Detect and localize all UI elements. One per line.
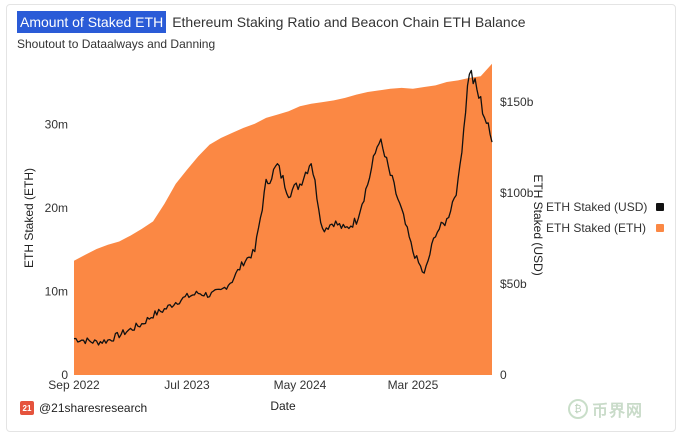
legend-swatch [656, 203, 664, 211]
y-left-tick-label: 30m [45, 118, 68, 132]
title-row: Amount of Staked ETH Ethereum Staking Rat… [17, 11, 526, 33]
x-tick-label: May 2024 [274, 378, 327, 392]
eth-staked-area [74, 63, 492, 375]
brand-handle[interactable]: @21sharesresearch [39, 401, 148, 415]
watermark-coin-icon: ₿ [568, 399, 588, 419]
x-axis-title: Date [270, 399, 296, 413]
watermark-logo-icon: 币界网 [592, 403, 644, 420]
chart-tab-title[interactable]: Amount of Staked ETH [17, 11, 167, 33]
eth-staked-usd-line [73, 69, 493, 346]
y-right-tick-label: 0 [500, 368, 507, 382]
y-right-tick-label: $150b [500, 95, 534, 109]
y-right-tick-label: $50b [500, 277, 527, 291]
legend-label: ETH Staked (ETH) [546, 221, 646, 235]
brand-logo-icon: 21 [20, 401, 34, 415]
line-layer [73, 69, 493, 346]
x-tick-label: Jul 2023 [164, 378, 210, 392]
y-right-axis-title: ETH Staked (USD) [531, 174, 545, 275]
y-right-tick-label: $100b [500, 186, 534, 200]
legend-swatch [656, 224, 664, 232]
x-tick-label: Mar 2025 [388, 378, 439, 392]
y-left-axis-title: ETH Staked (ETH) [22, 168, 36, 268]
y-left-tick-label: 20m [45, 201, 68, 215]
chart-title: Ethereum Staking Ratio and Beacon Chain … [172, 14, 526, 30]
legend-label: ETH Staked (USD) [546, 200, 647, 214]
y-left-tick-label: 10m [45, 285, 68, 299]
x-tick-label: Sep 2022 [48, 378, 100, 392]
axes: 0 10m 20m 30m 0 $50b $100b $150b Sep 2022 Jul 202… [22, 95, 545, 413]
legend: ETH Staked (USD) ETH Staked (ETH) [546, 200, 664, 235]
y-left-tick-label: 0 [61, 368, 68, 382]
brand: 21 @21sharesresearch [20, 401, 147, 415]
area-layer [74, 63, 492, 375]
chart-subtitle: Shoutout to Dataalways and Danning [17, 37, 216, 51]
watermark: ₿ 币界网 [568, 397, 643, 421]
